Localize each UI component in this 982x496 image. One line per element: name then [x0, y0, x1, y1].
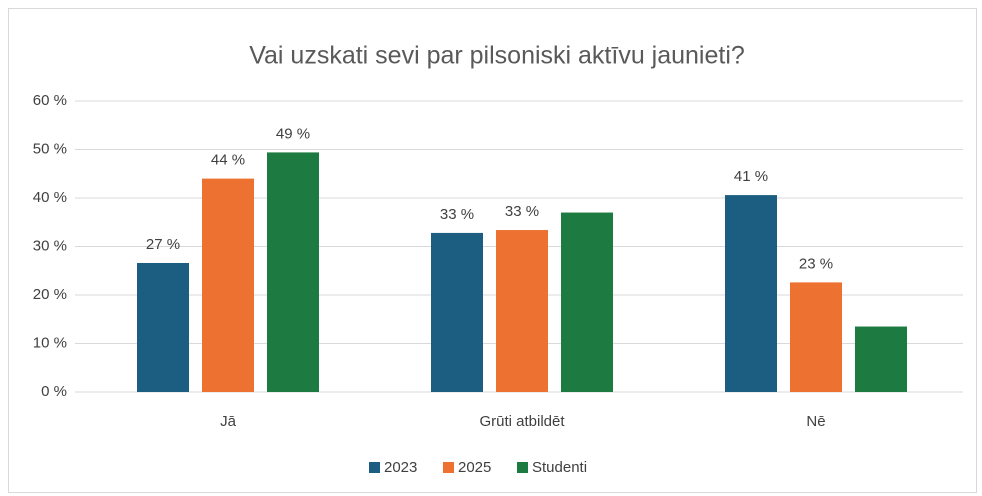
legend-swatch — [369, 462, 380, 473]
bar — [202, 178, 254, 392]
chart-border — [8, 8, 977, 493]
x-tick-label: Grūti atbildēt — [479, 413, 565, 430]
chart-title: Vai uzskati sevi par pilsoniski aktīvu j… — [249, 42, 745, 70]
y-tick-label: 50 % — [33, 140, 67, 157]
data-label: 33 % — [505, 203, 539, 220]
y-tick-label: 10 % — [33, 334, 67, 351]
y-tick-label: 30 % — [33, 237, 67, 254]
legend-label: 2023 — [384, 459, 417, 476]
legend-label: Studenti — [532, 459, 587, 476]
bar — [561, 212, 613, 392]
bar — [790, 282, 842, 392]
legend-swatch — [517, 462, 528, 473]
y-tick-label: 60 % — [33, 92, 67, 109]
data-label: 33 % — [440, 206, 474, 223]
data-label: 23 % — [799, 255, 833, 272]
y-tick-label: 40 % — [33, 189, 67, 206]
x-tick-label: Nē — [806, 413, 825, 430]
legend-swatch — [443, 462, 454, 473]
x-tick-label: Jā — [220, 413, 237, 430]
data-label: 44 % — [211, 152, 245, 169]
y-tick-label: 20 % — [33, 286, 67, 303]
bar — [431, 232, 483, 392]
bar — [137, 262, 189, 392]
legend-label: 2025 — [458, 459, 491, 476]
bar — [496, 230, 548, 392]
data-label: 49 % — [276, 125, 310, 142]
bar — [725, 195, 777, 392]
bar — [267, 152, 319, 392]
data-label: 27 % — [146, 236, 180, 253]
y-tick-label: 0 % — [41, 383, 67, 400]
data-label: 41 % — [734, 168, 768, 185]
bar — [855, 326, 907, 392]
